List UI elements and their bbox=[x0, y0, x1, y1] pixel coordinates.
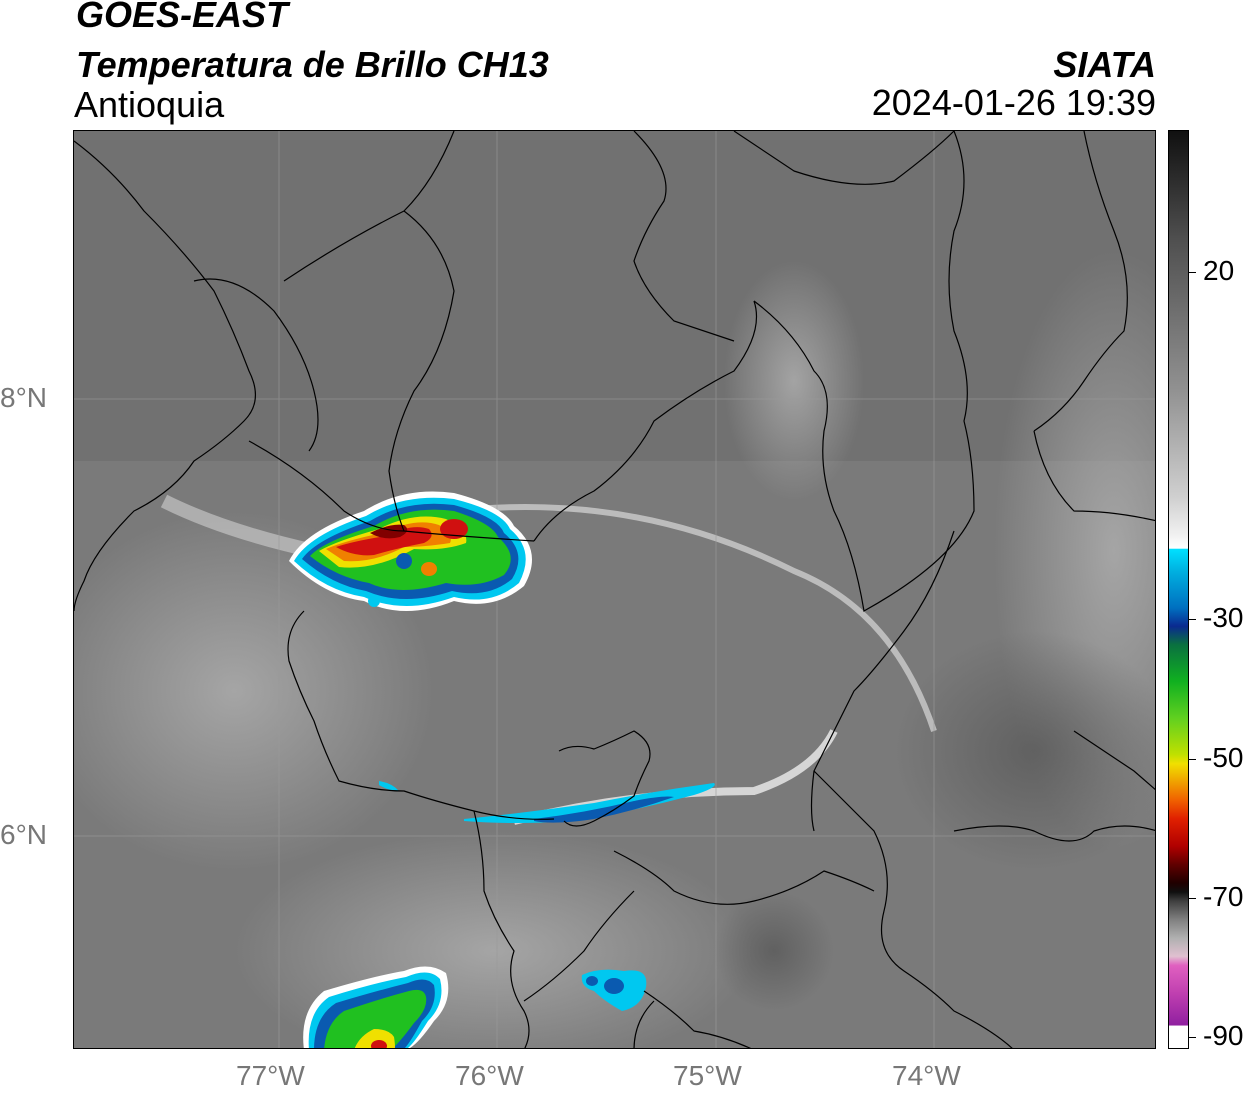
y-tick-label: 6°N bbox=[0, 819, 47, 850]
cloud-streak bbox=[453, 504, 937, 732]
colorbar-tick-mark bbox=[1189, 619, 1196, 620]
dark-patch-valley bbox=[714, 891, 834, 1011]
colorbar-tick-mark bbox=[1189, 898, 1196, 899]
northern-darker-region bbox=[74, 131, 1155, 461]
light-cloud-west bbox=[74, 511, 434, 871]
colorbar-tick-label: 20 bbox=[1203, 255, 1235, 286]
organization-label: SIATA bbox=[1053, 44, 1156, 85]
storm-cell-center-south bbox=[581, 969, 647, 1011]
colorbar-tick-mark bbox=[1189, 759, 1196, 760]
colorbar-tick-label: -50 bbox=[1203, 742, 1244, 773]
y-tick-label: 8°N bbox=[0, 382, 47, 413]
colorbar-tick-label: -30 bbox=[1203, 602, 1244, 633]
x-tick-label: 76°W bbox=[455, 1060, 524, 1091]
colorbar-tick-mark bbox=[1189, 1037, 1196, 1038]
timestamp-label: 2024-01-26 19:39 bbox=[871, 82, 1156, 123]
political-borders bbox=[74, 131, 1155, 1048]
x-tick-label: 74°W bbox=[892, 1060, 961, 1091]
satellite-map[interactable] bbox=[73, 130, 1156, 1049]
colorbar-tick-mark bbox=[1189, 272, 1196, 273]
region-title: Antioquia bbox=[74, 84, 225, 125]
light-cloud-north bbox=[724, 261, 864, 501]
storm-cell-south bbox=[303, 966, 449, 1048]
colorbar-tick-label: -90 bbox=[1203, 1020, 1244, 1051]
x-tick-label: 75°W bbox=[673, 1060, 742, 1091]
dark-patch-east bbox=[894, 631, 1155, 871]
x-tick-label: 77°W bbox=[236, 1060, 305, 1091]
satellite-title: GOES-EAST bbox=[76, 0, 289, 35]
storm-cell-northwest bbox=[289, 491, 532, 611]
cloud-streak-3 bbox=[160, 494, 316, 558]
map-canvas bbox=[74, 131, 1155, 1048]
product-title: Temperatura de Brillo CH13 bbox=[76, 44, 549, 85]
colorbar-tick-label: -70 bbox=[1203, 881, 1244, 912]
gridlines bbox=[74, 131, 1155, 1048]
colorbar bbox=[1168, 130, 1189, 1049]
convective-band bbox=[379, 781, 715, 823]
